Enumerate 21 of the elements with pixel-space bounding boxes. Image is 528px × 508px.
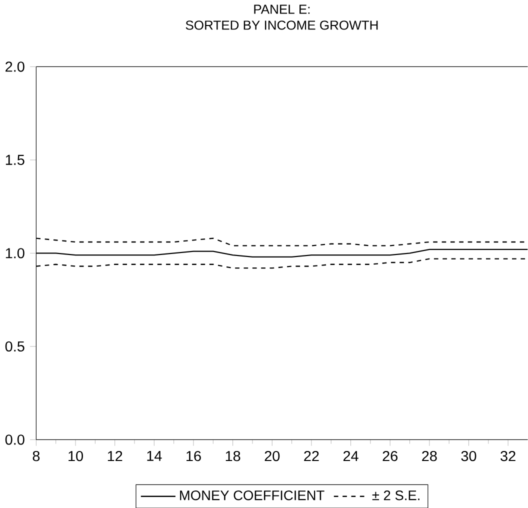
x-tick-label: 10 [68,450,83,462]
x-tick-label: 12 [108,450,122,461]
x-tick-label: 18 [226,450,240,462]
x-tick-label: 16 [186,450,201,462]
x-tick-label: 28 [422,450,437,462]
x-tick-label: 22 [304,450,319,461]
x-tick-label: 24 [343,450,358,461]
legend-label: MONEY COEFFICIENT [180,490,324,500]
legend-label: ± 2 S.E. [372,490,420,500]
x-tick-label: 30 [461,450,476,462]
x-tick-label: 8 [32,450,40,462]
x-tick-label: 26 [382,450,398,462]
y-tick-label: 1.0 [6,248,24,258]
y-tick-label: 0.5 [5,341,24,352]
y-tick-label: 1.5 [6,154,24,165]
y-tick-label: 0.0 [5,434,24,445]
x-tick-label: 14 [147,450,162,461]
x-tick-label: 32 [500,450,516,462]
y-tick-label: 2.0 [6,61,24,72]
x-tick-label: 20 [264,450,280,462]
chart-title: PANEL E: SORTED BY INCOME GROWTH [186,4,378,30]
